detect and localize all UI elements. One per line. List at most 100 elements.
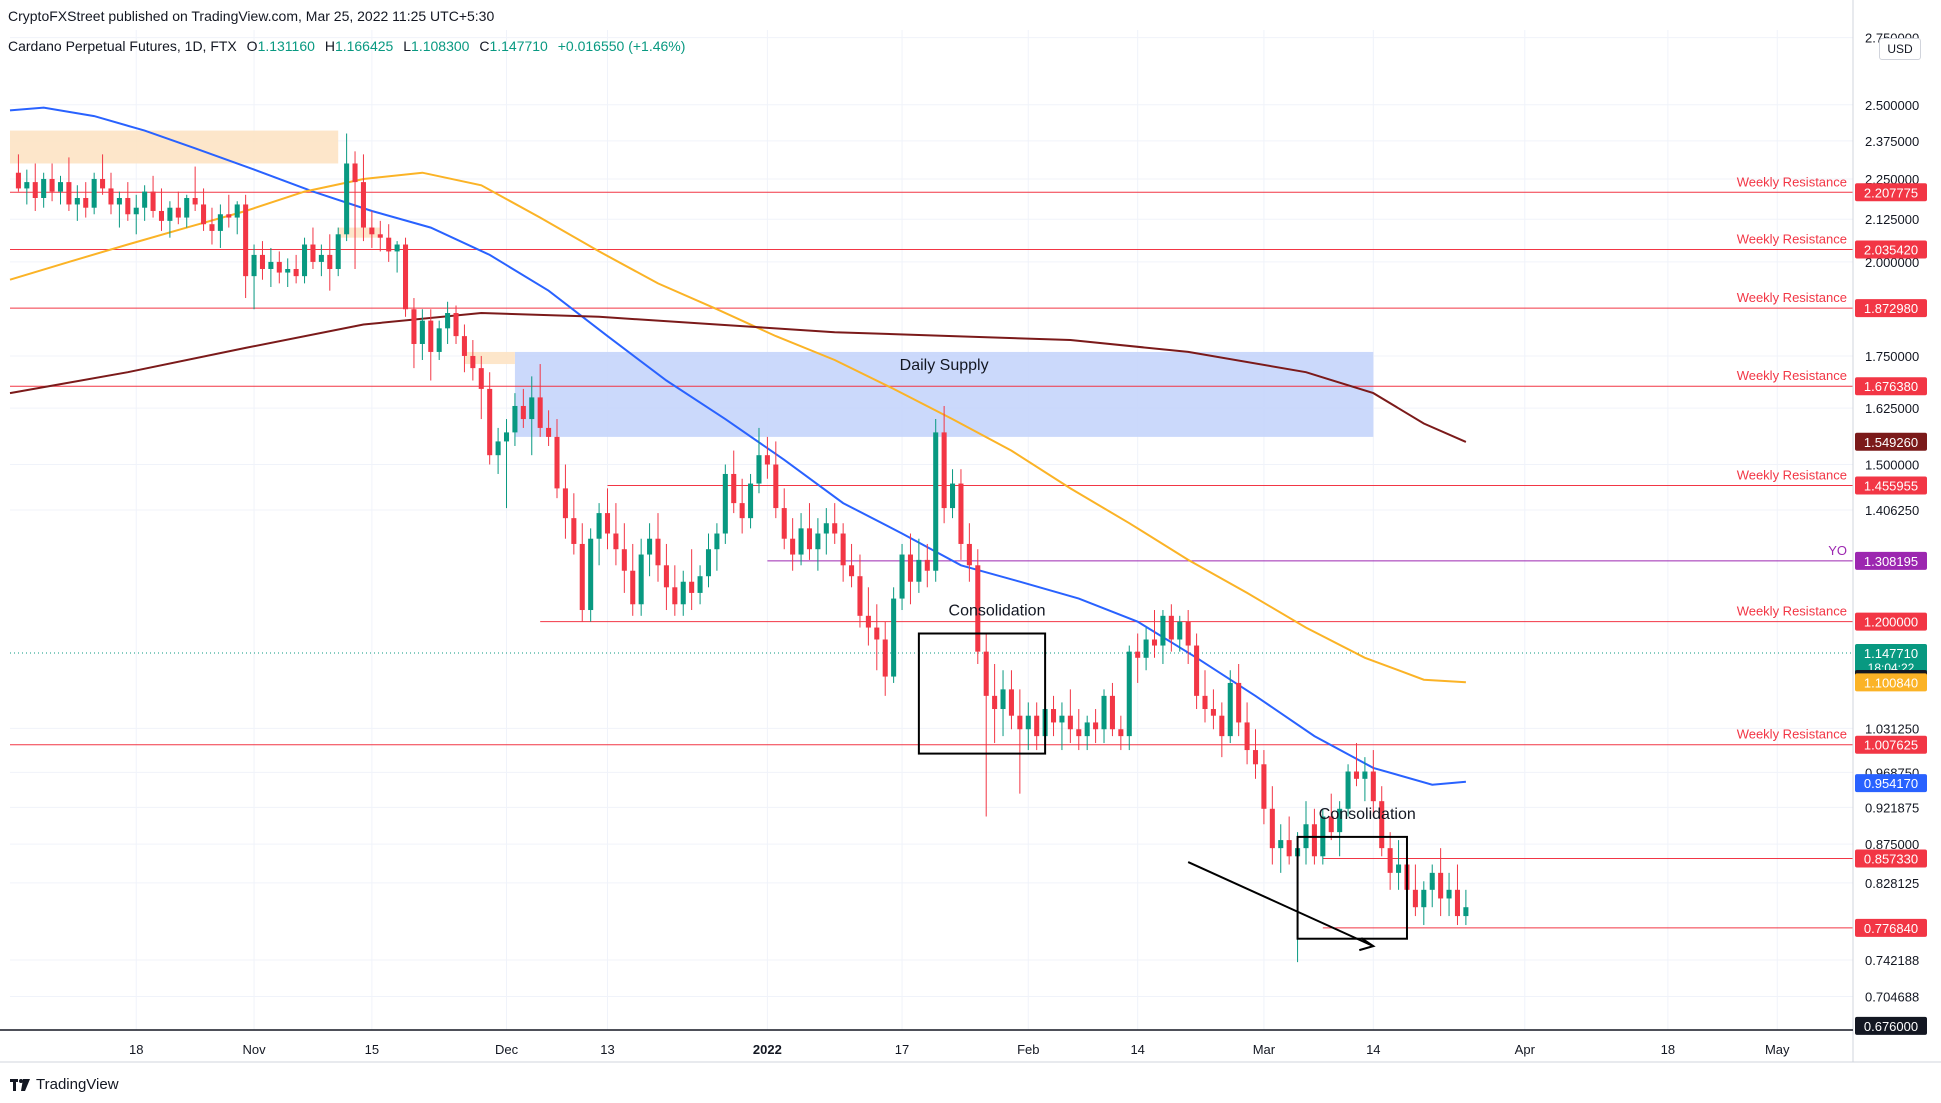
candle-body: [950, 483, 956, 509]
candle: [604, 488, 611, 550]
candle-body: [849, 565, 855, 577]
arrow-head-icon: [1359, 937, 1376, 952]
candle-body: [201, 204, 207, 225]
downtrend-arrow: [1187, 861, 1374, 948]
candle-body: [394, 244, 400, 252]
candle-body: [1261, 764, 1267, 809]
candle: [487, 372, 493, 465]
candle: [1379, 786, 1385, 857]
y-tick-label: 0.742188: [1865, 953, 1919, 968]
candle: [739, 478, 745, 534]
candle: [1194, 633, 1200, 710]
tradingview-footer[interactable]: TradingView: [10, 1076, 119, 1093]
candle: [1034, 702, 1040, 751]
candle-body: [1135, 651, 1141, 658]
candle: [655, 513, 661, 582]
price-label-tag: 1.872980: [1855, 299, 1927, 318]
candle-body: [1446, 889, 1452, 899]
candle: [268, 247, 274, 288]
price-tag-text: 1.549260: [1864, 435, 1918, 450]
candle: [764, 436, 770, 479]
candle-body: [66, 182, 72, 205]
candle-body: [470, 355, 476, 369]
price-tag-text: 0.857330: [1864, 851, 1918, 866]
candle-body: [705, 549, 712, 577]
price-tag-text: 1.200000: [1864, 615, 1918, 630]
candle: [91, 172, 97, 215]
consolidation-label: Consolidation: [1319, 806, 1416, 823]
candle-body: [259, 254, 265, 269]
currency-button[interactable]: USD: [1879, 38, 1921, 60]
candle-body: [672, 587, 678, 605]
candle: [66, 157, 72, 211]
candle-body: [24, 182, 30, 189]
candle: [520, 388, 526, 428]
candle: [344, 133, 350, 242]
candle: [1160, 610, 1166, 664]
candle: [1396, 840, 1402, 890]
x-tick-label: Apr: [1515, 1042, 1536, 1057]
price-tag-bg: [1855, 377, 1927, 396]
candle: [41, 172, 47, 208]
candle: [1353, 743, 1360, 787]
price-label-tag: 2.035420: [1855, 240, 1927, 259]
candle-body: [1143, 639, 1149, 658]
plot-area: [10, 30, 1853, 1030]
candle: [234, 201, 240, 235]
high-value: 1.166425: [334, 38, 394, 54]
candle-body: [621, 549, 627, 571]
candle-body: [419, 320, 425, 344]
candle-body: [403, 244, 409, 310]
candle: [672, 565, 678, 616]
candle: [1261, 750, 1267, 825]
candle-body: [748, 483, 754, 519]
candle-body: [1463, 907, 1469, 917]
candle-body: [680, 581, 686, 605]
candle-body: [1278, 840, 1284, 849]
candle: [882, 621, 888, 696]
candle: [571, 493, 577, 555]
candle: [1269, 786, 1275, 865]
candle: [1438, 848, 1444, 917]
x-tick-label: 13: [600, 1042, 614, 1057]
candle-body: [116, 197, 122, 205]
candle: [436, 320, 442, 360]
candle: [403, 237, 409, 317]
candle: [32, 163, 38, 211]
candle-body: [1362, 771, 1368, 779]
candle: [529, 376, 535, 456]
candle-body: [411, 309, 417, 344]
candle-body: [562, 488, 568, 519]
candle: [588, 528, 594, 622]
candle-body: [975, 565, 981, 652]
price-label-tag: 1.455955: [1855, 476, 1927, 495]
consolidation-label: Consolidation: [949, 602, 1046, 619]
candle-body: [958, 483, 964, 544]
price-tag-bg: [1855, 735, 1927, 754]
symbol-legend: Cardano Perpetual Futures, 1D, FTX O1.13…: [8, 38, 685, 54]
candle-body: [689, 581, 695, 593]
candle-body: [1177, 621, 1183, 640]
consolidation-box: [1296, 835, 1408, 940]
candle: [251, 244, 257, 310]
price-tag-text: 1.147710: [1864, 646, 1918, 661]
candle: [849, 543, 855, 588]
candle-body: [167, 207, 173, 221]
candle-body: [1210, 709, 1216, 716]
consolidation-box: [917, 632, 1047, 755]
candle: [1202, 670, 1208, 723]
candle-body: [714, 533, 720, 550]
candle: [891, 587, 897, 683]
candle: [874, 604, 880, 671]
candle-body: [150, 191, 156, 211]
x-tick-label: Mar: [1253, 1042, 1276, 1057]
candle: [680, 570, 686, 616]
candle: [546, 410, 552, 446]
candle-body: [352, 163, 358, 183]
candle-body: [369, 227, 375, 235]
candle: [916, 538, 922, 593]
candle-body: [798, 528, 804, 555]
candle: [1463, 889, 1469, 926]
y-tick-label: 2.500000: [1865, 98, 1919, 113]
